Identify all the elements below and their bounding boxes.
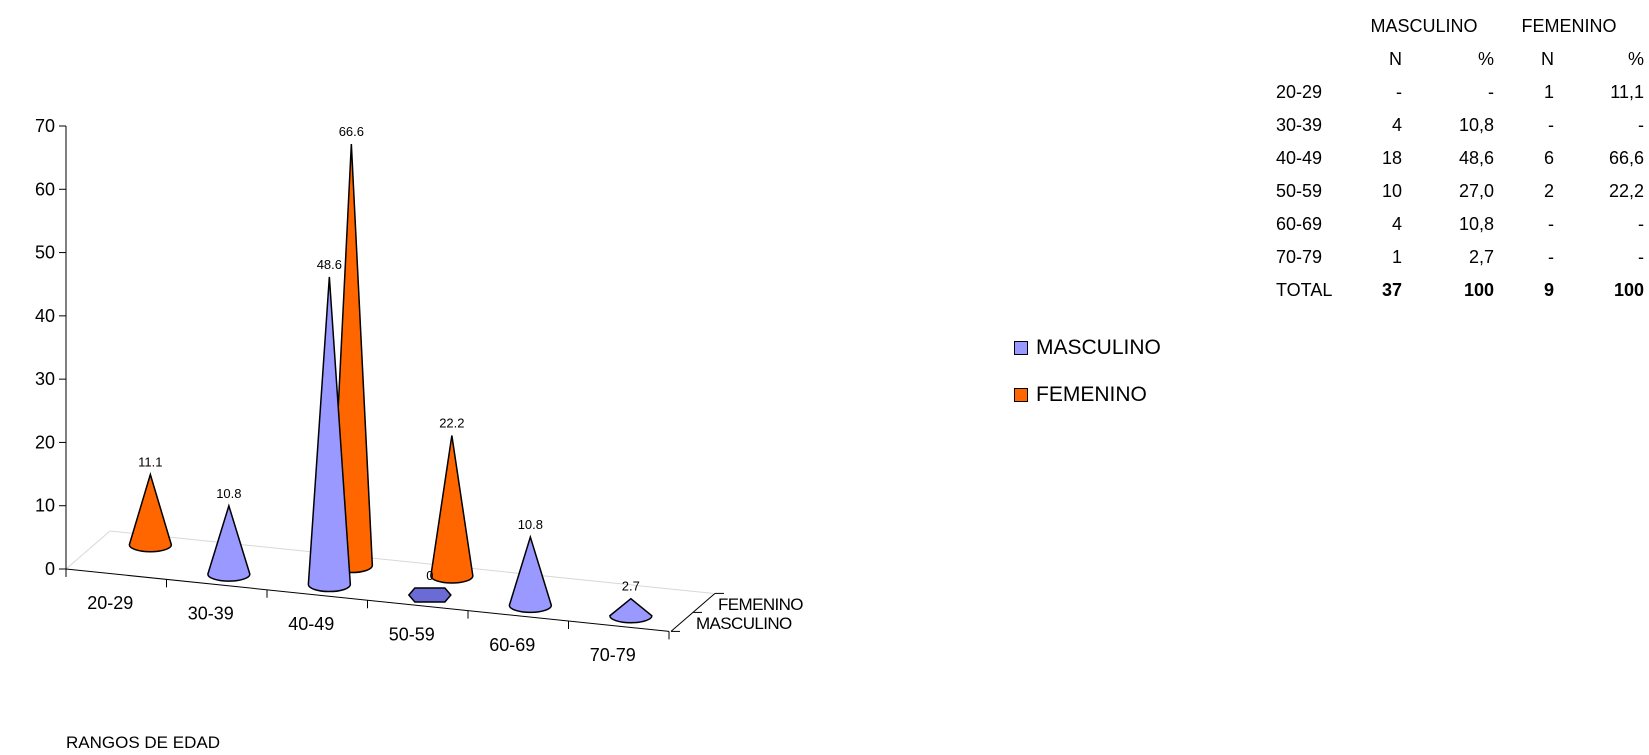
depth-axis-label: FEMENINO	[718, 595, 803, 614]
subheader-cell: N	[1541, 49, 1554, 69]
table-cell: 1	[1391, 247, 1402, 267]
floor-edge-back	[109, 530, 714, 594]
y-tick-label: 50	[35, 243, 55, 263]
subheader-cell: N	[1389, 49, 1402, 69]
legend-swatch-masculino	[1014, 341, 1028, 355]
table-cell: 50-59	[1276, 181, 1323, 201]
cone-mark-masculino	[609, 597, 653, 624]
data-label: 10.8	[518, 517, 543, 532]
x-category-label: 30-39	[188, 604, 234, 624]
data-label: 10.8	[216, 486, 241, 501]
y-tick-label: 10	[35, 496, 55, 516]
legend-swatch-femenino	[1014, 388, 1028, 402]
table-cell: TOTAL	[1276, 280, 1333, 300]
cone-mark-masculino	[307, 276, 352, 593]
legend-label-femenino: FEMENINO	[1036, 383, 1147, 406]
y-tick-label: 60	[35, 179, 55, 199]
table-cell: -	[1638, 214, 1644, 234]
data-label: 48.6	[317, 257, 342, 272]
cone-chart: 0 10 20 30 40 50 60 70 20-29 30-39 40-49 50-59 60-69…	[35, 116, 804, 665]
table-row: 70-79 1 2,7 - -	[1276, 241, 1644, 274]
cone-mark-masculino	[207, 503, 251, 582]
table-cell: 66,6	[1608, 148, 1644, 168]
table-cell: 9	[1543, 280, 1554, 300]
table-row: 40-49 18 48,6 6 66,6	[1276, 142, 1644, 175]
y-tick-label: 40	[35, 306, 55, 326]
table-row: 30-39 4 10,8 - -	[1276, 109, 1644, 142]
cone-mark-femenino	[430, 435, 474, 584]
depth-axis-label: MASCULINO	[696, 614, 792, 633]
cone-mark-masculino	[407, 587, 452, 603]
table-cell: -	[1548, 247, 1554, 267]
data-label: 66.6	[339, 124, 364, 139]
table-cell: 10,8	[1458, 214, 1494, 234]
header-masculino: MASCULINO	[1370, 16, 1478, 36]
table-cell: 10	[1381, 181, 1402, 201]
table-cell: -	[1548, 115, 1554, 135]
table-cell: 2,7	[1468, 247, 1494, 267]
table-corner-2	[1276, 43, 1354, 76]
table-cell: -	[1548, 214, 1554, 234]
x-category-label: 60-69	[489, 635, 535, 655]
table-cell: -	[1396, 82, 1402, 102]
table-cell: -	[1638, 247, 1644, 267]
table-total-row: TOTAL 37 100 9 100	[1276, 274, 1644, 307]
y-tick-label: 0	[45, 559, 55, 579]
data-label: 0	[426, 568, 433, 583]
subheader-cell: %	[1477, 49, 1494, 69]
table-sub-header-row: N % N %	[1276, 43, 1644, 76]
x-category-label: 40-49	[288, 614, 334, 634]
subheader-cell: %	[1627, 49, 1644, 69]
cone-mark-femenino	[128, 471, 173, 553]
legend-label-masculino: MASCULINO	[1036, 336, 1161, 359]
table-cell: -	[1488, 82, 1494, 102]
y-tick-label: 70	[35, 116, 55, 136]
table-row: 60-69 4 10,8 - -	[1276, 208, 1644, 241]
data-table: MASCULINO FEMENINO N % N % 20-29 - - 1 1…	[1276, 10, 1644, 307]
data-label: 22.2	[439, 415, 464, 430]
table-cell: 70-79	[1276, 247, 1323, 267]
table-cell: 1	[1543, 82, 1554, 102]
table-cell: 6	[1543, 148, 1554, 168]
table-corner	[1276, 10, 1354, 43]
legend-item-femenino: FEMENINO	[1014, 382, 1161, 408]
chart-legend: MASCULINO FEMENINO	[1014, 335, 1161, 429]
data-label: 11.1	[138, 455, 162, 470]
floor-edge-left	[65, 530, 111, 570]
y-tick-label: 20	[35, 432, 55, 452]
table-cell: 10,8	[1458, 115, 1494, 135]
table-cell: 4	[1391, 115, 1402, 135]
header-femenino: FEMENINO	[1521, 16, 1617, 36]
y-tick-label: 30	[35, 369, 55, 389]
table-cell: 37	[1381, 280, 1402, 300]
table-cell: 100	[1463, 280, 1494, 300]
table-row: 20-29 - - 1 11,1	[1276, 76, 1644, 109]
table-cell: 11,1	[1610, 82, 1644, 102]
table-cell: 100	[1613, 280, 1644, 300]
table-cell: 18	[1381, 148, 1402, 168]
x-category-label: 70-79	[590, 645, 636, 665]
x-category-label: 50-59	[389, 624, 435, 644]
table-cell: 40-49	[1276, 148, 1323, 168]
table-cell: 2	[1543, 181, 1554, 201]
table-cell: 60-69	[1276, 214, 1323, 234]
legend-item-masculino: MASCULINO	[1014, 335, 1161, 361]
table-cell: 48,6	[1458, 148, 1494, 168]
x-axis-title: RANGOS DE EDAD	[66, 733, 220, 752]
table-group-header-row: MASCULINO FEMENINO	[1276, 10, 1644, 43]
table-cell: 30-39	[1276, 115, 1323, 135]
cone-mark-masculino	[508, 534, 553, 614]
table-row: 50-59 10 27,0 2 22,2	[1276, 175, 1644, 208]
x-category-label: 20-29	[87, 593, 133, 613]
table-cell: 4	[1391, 214, 1402, 234]
table-cell: -	[1638, 115, 1644, 135]
table-cell: 20-29	[1276, 82, 1323, 102]
data-label: 2.7	[622, 579, 640, 594]
table-cell: 27,0	[1458, 181, 1494, 201]
table-cell: 22,2	[1608, 181, 1644, 201]
